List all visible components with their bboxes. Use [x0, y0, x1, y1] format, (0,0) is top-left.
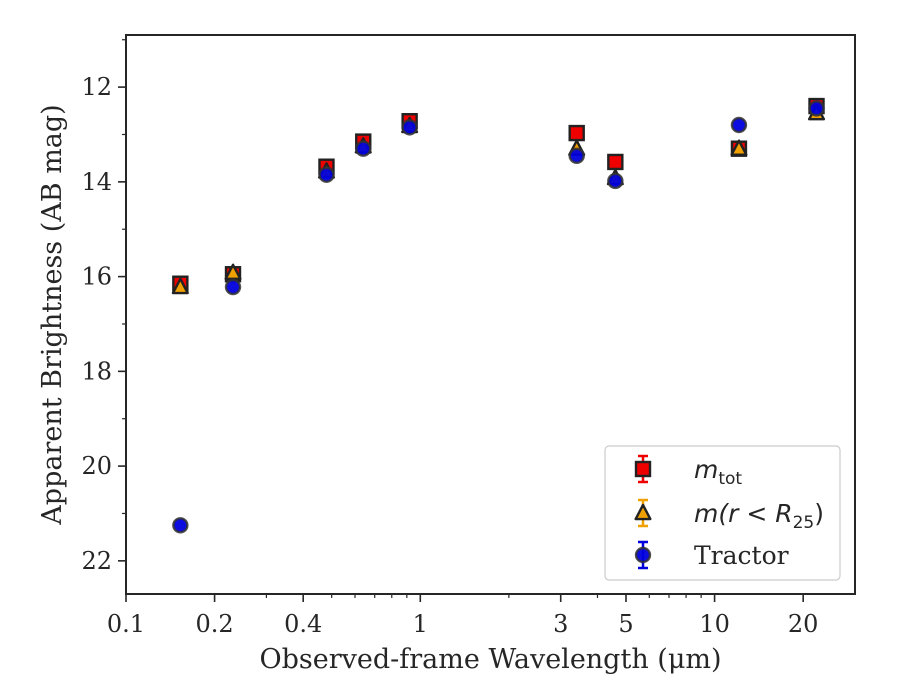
- y-tick-label: 12: [81, 73, 112, 101]
- legend: mtot m(r < R25) Tractor: [604, 445, 841, 581]
- series-2: [172, 100, 825, 534]
- y-tick-label: 20: [81, 452, 112, 480]
- x-tick-label: 0.4: [284, 610, 322, 638]
- x-tick-label: 0.2: [196, 610, 234, 638]
- x-tick-label: 10: [699, 610, 730, 638]
- legend-box: [604, 445, 841, 581]
- legend-triangle-marker: [634, 503, 652, 521]
- square-point: [568, 124, 585, 142]
- x-tick-label: 3: [553, 610, 568, 638]
- y-tick-label: 22: [81, 547, 112, 575]
- legend-label: m(r < R25): [694, 499, 824, 533]
- y-tick-label: 18: [81, 357, 112, 385]
- x-tick-label: 1: [413, 610, 428, 638]
- y-tick-label: 16: [81, 263, 112, 291]
- legend-label: Tractor: [694, 541, 789, 570]
- triangle-point: [730, 139, 748, 156]
- circle-point: [318, 166, 335, 183]
- legend-square-marker: [634, 460, 652, 478]
- x-tick-label: 5: [618, 610, 633, 638]
- x-tick-label: 0.1: [107, 610, 145, 638]
- circle-point: [224, 278, 242, 296]
- circle-point: [568, 147, 585, 165]
- y-axis-ticks: 12 14 16 18 20 22: [81, 39, 126, 575]
- plot-frame: [125, 34, 856, 595]
- legend-label: mtot: [694, 455, 742, 489]
- circle-point: [730, 116, 748, 134]
- y-axis-label: Apparent Brightness (AB mag): [37, 104, 68, 525]
- circle-point: [401, 119, 418, 136]
- circle-point: [607, 172, 624, 190]
- circle-point: [172, 517, 189, 534]
- data-series: [171, 97, 826, 534]
- square-point: [607, 153, 624, 171]
- circle-point: [355, 140, 372, 157]
- x-axis-label: Observed-frame Wavelength (μm): [259, 644, 721, 675]
- legend-circle-marker: [634, 546, 652, 564]
- x-tick-label: 20: [788, 610, 819, 638]
- triangle-point: [171, 277, 189, 295]
- y-tick-label: 14: [81, 168, 112, 196]
- circle-point: [808, 100, 825, 117]
- x-axis-ticks: 0.1 0.2 0.4 1 3 5 10 20: [107, 594, 819, 638]
